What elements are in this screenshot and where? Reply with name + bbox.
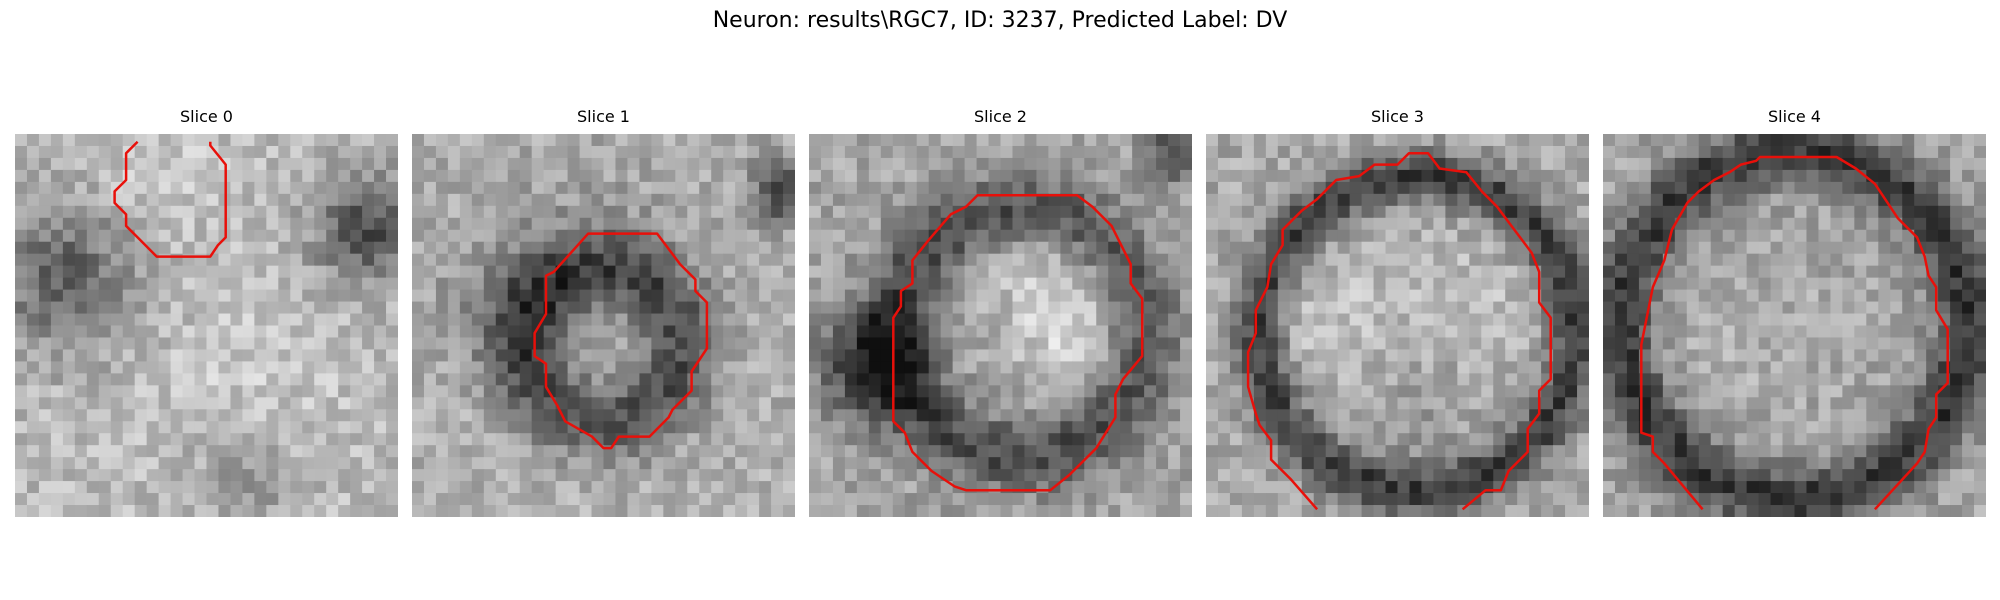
slice-image-2 [809,134,1192,517]
slice-title-1: Slice 1 [577,107,630,126]
slice-image-3 [1206,134,1589,517]
slice-image-4 [1603,134,1986,517]
slice-panel-1: Slice 1 [412,107,795,517]
segmentation-contour [892,194,1144,492]
slice-image-0 [15,134,398,517]
segmentation-contour [533,232,709,450]
slice-title-3: Slice 3 [1371,107,1424,126]
slice-image-1 [412,134,795,517]
slice-title-2: Slice 2 [974,107,1027,126]
segmentation-contour [1246,151,1552,511]
segmentation-contour [1640,155,1949,511]
slice-panel-4: Slice 4 [1603,107,1986,517]
slice-title-4: Slice 4 [1768,107,1821,126]
slice-panel-3: Slice 3 [1206,107,1589,517]
slice-title-0: Slice 0 [180,107,233,126]
segmentation-contour [113,140,227,258]
slice-panel-0: Slice 0 [15,107,398,517]
figure-title: Neuron: results\RGC7, ID: 3237, Predicte… [712,8,1288,33]
slice-panel-2: Slice 2 [809,107,1192,517]
